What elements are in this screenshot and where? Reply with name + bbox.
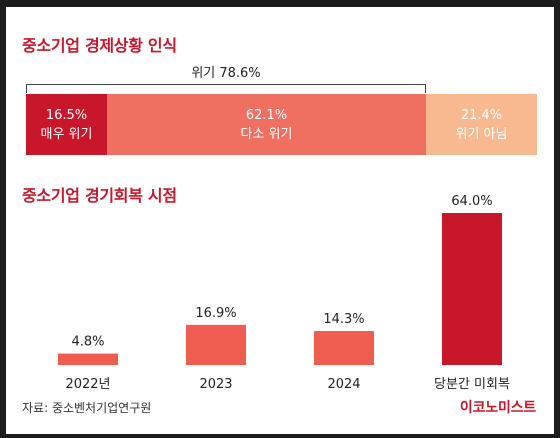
frame-top-border — [0, 0, 560, 7]
bar-value-label: 14.3% — [323, 312, 364, 327]
bar-1 — [186, 324, 246, 365]
bar-2 — [314, 331, 374, 365]
crisis-total-label: 위기 78.6% — [191, 66, 261, 81]
segment-value: 62.1% — [245, 107, 288, 123]
frame-bottom-border — [0, 434, 560, 438]
segment-somewhat-crisis: 62.1% 다소 위기 — [107, 94, 426, 155]
bar-value-label: 64.0% — [451, 194, 492, 209]
bar-3 — [442, 213, 502, 365]
segment-no-crisis: 21.4% 위기 아님 — [426, 94, 537, 155]
bar-value-label: 4.8% — [71, 335, 104, 350]
source-note: 자료: 중소벤처기업연구원 — [22, 401, 152, 415]
segment-label: 다소 위기 — [240, 126, 293, 142]
category-label: 당분간 미회복 — [434, 377, 510, 392]
segment-very-crisis: 16.5% 매우 위기 — [26, 94, 107, 155]
segment-label: 위기 아님 — [455, 126, 508, 142]
crisis-bracket — [26, 84, 426, 93]
category-label: 2024 — [327, 377, 360, 392]
chart-title-perception: 중소기업 경제상황 인식 — [22, 36, 177, 55]
frame-right-border — [554, 0, 560, 438]
bar-value-label: 16.9% — [195, 306, 236, 321]
segment-value: 16.5% — [45, 107, 88, 123]
frame-left-border — [0, 0, 6, 438]
chart-title-recovery: 중소기업 경기회복 시점 — [22, 186, 177, 205]
segment-value: 21.4% — [460, 107, 503, 123]
segment-label: 매우 위기 — [40, 126, 93, 142]
bar-0 — [58, 353, 118, 365]
publisher-logo: 이코노미스트 — [459, 400, 536, 416]
category-label: 2022년 — [65, 377, 110, 392]
category-label: 2023 — [199, 377, 232, 392]
